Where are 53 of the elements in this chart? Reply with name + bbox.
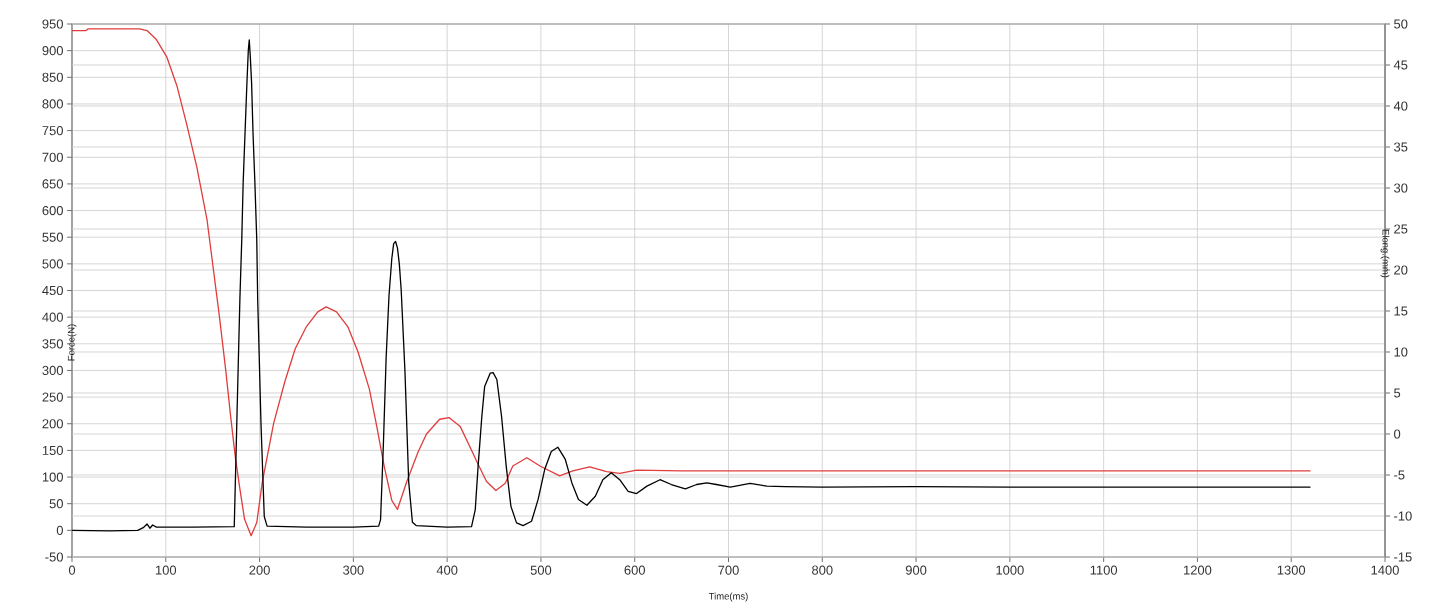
x-tick-label: 1200 <box>1184 565 1212 575</box>
y-tick-label: 850 <box>42 72 63 82</box>
y-tick-label: 450 <box>42 285 63 296</box>
y-tick-label: 100 <box>42 472 63 482</box>
x-tick-label: 600 <box>624 565 646 575</box>
x-tick-label: 700 <box>718 565 739 575</box>
y-tick-label: 600 <box>42 205 63 216</box>
x-tick-label: 400 <box>436 565 458 575</box>
y2-tick-label: 20 <box>1394 265 1408 275</box>
y-tick-label: 0 <box>56 525 63 535</box>
x-tick-label: 1100 <box>1090 565 1118 575</box>
y2-tick-label: 45 <box>1393 60 1408 70</box>
y-tick-label: 400 <box>42 312 63 322</box>
y-axis-title: Force(N) <box>67 324 77 361</box>
y-tick-label: 700 <box>42 152 63 162</box>
y2-tick-label: -10 <box>1394 511 1412 521</box>
x-tick-label: 200 <box>249 565 270 575</box>
y-tick-label: 200 <box>42 419 63 429</box>
y2-tick-label: 35 <box>1394 142 1408 152</box>
x-tick-label: 1300 <box>1277 565 1306 575</box>
y2-tick-label: 40 <box>1393 101 1408 111</box>
x-tick-label: 0 <box>68 565 76 575</box>
x-tick-label: 900 <box>905 565 927 575</box>
y2-tick-label: 15 <box>1394 306 1408 316</box>
y-tick-label: 950 <box>42 19 63 29</box>
x-tick-label: 1000 <box>996 565 1024 575</box>
y2-tick-label: -5 <box>1394 470 1405 480</box>
y-tick-label: 250 <box>42 392 63 402</box>
y-tick-label: -50 <box>45 552 63 562</box>
y2-tick-label: 10 <box>1394 347 1408 357</box>
y-tick-label: 650 <box>42 179 63 189</box>
x-tick-label: 300 <box>343 565 364 575</box>
y2-tick-label: 30 <box>1394 183 1408 193</box>
y-tick-label: 900 <box>42 46 63 56</box>
y-tick-label: 550 <box>42 232 63 242</box>
x-tick-label: 500 <box>530 565 552 575</box>
y2-tick-label: -15 <box>1394 552 1412 562</box>
y-tick-label: 150 <box>42 445 63 455</box>
y-tick-label: 800 <box>42 99 63 109</box>
y2-tick-label: 0 <box>1394 429 1401 439</box>
y2-tick-label: 25 <box>1394 224 1408 234</box>
y2-tick-label: 5 <box>1394 388 1401 398</box>
y-tick-label: 500 <box>42 259 63 269</box>
x-tick-label: 100 <box>155 565 177 575</box>
y-tick-label: 750 <box>42 126 63 136</box>
y2-axis-title: Elong.(mm) <box>1380 229 1390 278</box>
x-tick-label: 800 <box>812 565 833 575</box>
x-tick-label: 1400 <box>1371 565 1399 575</box>
y-tick-label: 350 <box>42 339 63 349</box>
y-tick-label: 300 <box>42 365 63 376</box>
x-axis-title: Time(ms) <box>708 592 748 602</box>
y-tick-label: 50 <box>49 499 63 509</box>
y2-tick-label: 50 <box>1394 19 1408 29</box>
